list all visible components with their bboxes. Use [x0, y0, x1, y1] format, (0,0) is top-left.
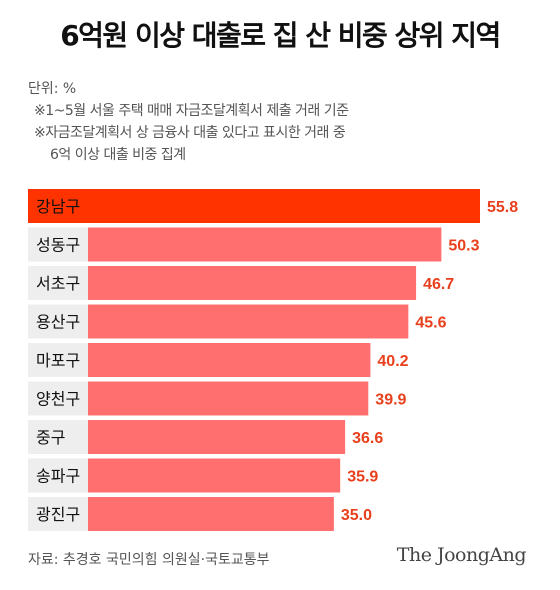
category-label-bg [28, 420, 88, 454]
bar [88, 227, 442, 262]
value-label: 35.9 [347, 469, 378, 486]
value-label: 46.7 [423, 276, 454, 293]
category-label: 광진구 [36, 505, 80, 524]
unit-label: 단위: % [28, 81, 77, 97]
value-label: 55.8 [487, 199, 518, 216]
category-label-bg [28, 458, 88, 493]
bar [88, 343, 371, 377]
category-label-bg [28, 381, 88, 416]
category-label-bg [28, 227, 88, 262]
source-text: 자료: 추경호 국민의힘 의원실·국토교통부 [28, 552, 270, 568]
category-label: 성동구 [36, 236, 80, 255]
category-label: 마포구 [36, 351, 80, 370]
bar [88, 189, 480, 223]
value-label: 35.0 [341, 507, 372, 524]
category-label: 송파구 [36, 467, 80, 486]
note-3: 6억 이상 대출 비중 집계 [50, 147, 186, 163]
category-label: 서초구 [36, 274, 80, 293]
category-label: 용산구 [36, 313, 80, 332]
chart-title: 6억원 이상 대출로 집 산 비중 상위 지역 [60, 19, 501, 52]
category-label-bg [28, 189, 88, 223]
category-label: 양천구 [36, 390, 80, 409]
publisher-logo: The JoongAng [396, 544, 527, 566]
category-label: 중구 [36, 428, 65, 447]
category-label-bg [28, 266, 88, 300]
bar [88, 266, 417, 300]
bar [88, 497, 334, 531]
bar [88, 381, 369, 416]
note-1: ※1~5월 서울 주택 매매 자금조달계획서 제출 거래 기준 [34, 103, 349, 119]
category-label-bg [28, 343, 88, 377]
value-label: 40.2 [377, 353, 408, 370]
bar [88, 420, 346, 454]
bar [88, 304, 409, 339]
value-label: 50.3 [448, 238, 479, 255]
category-label-bg [28, 497, 88, 531]
value-label: 45.6 [415, 315, 446, 332]
note-2: ※자금조달계획서 상 금융사 대출 있다고 표시한 거래 중 [34, 125, 346, 141]
value-label: 39.9 [375, 392, 406, 409]
category-label-bg [28, 304, 88, 339]
category-label: 강남구 [36, 197, 80, 216]
bar [88, 458, 341, 493]
value-label: 36.6 [352, 430, 383, 447]
